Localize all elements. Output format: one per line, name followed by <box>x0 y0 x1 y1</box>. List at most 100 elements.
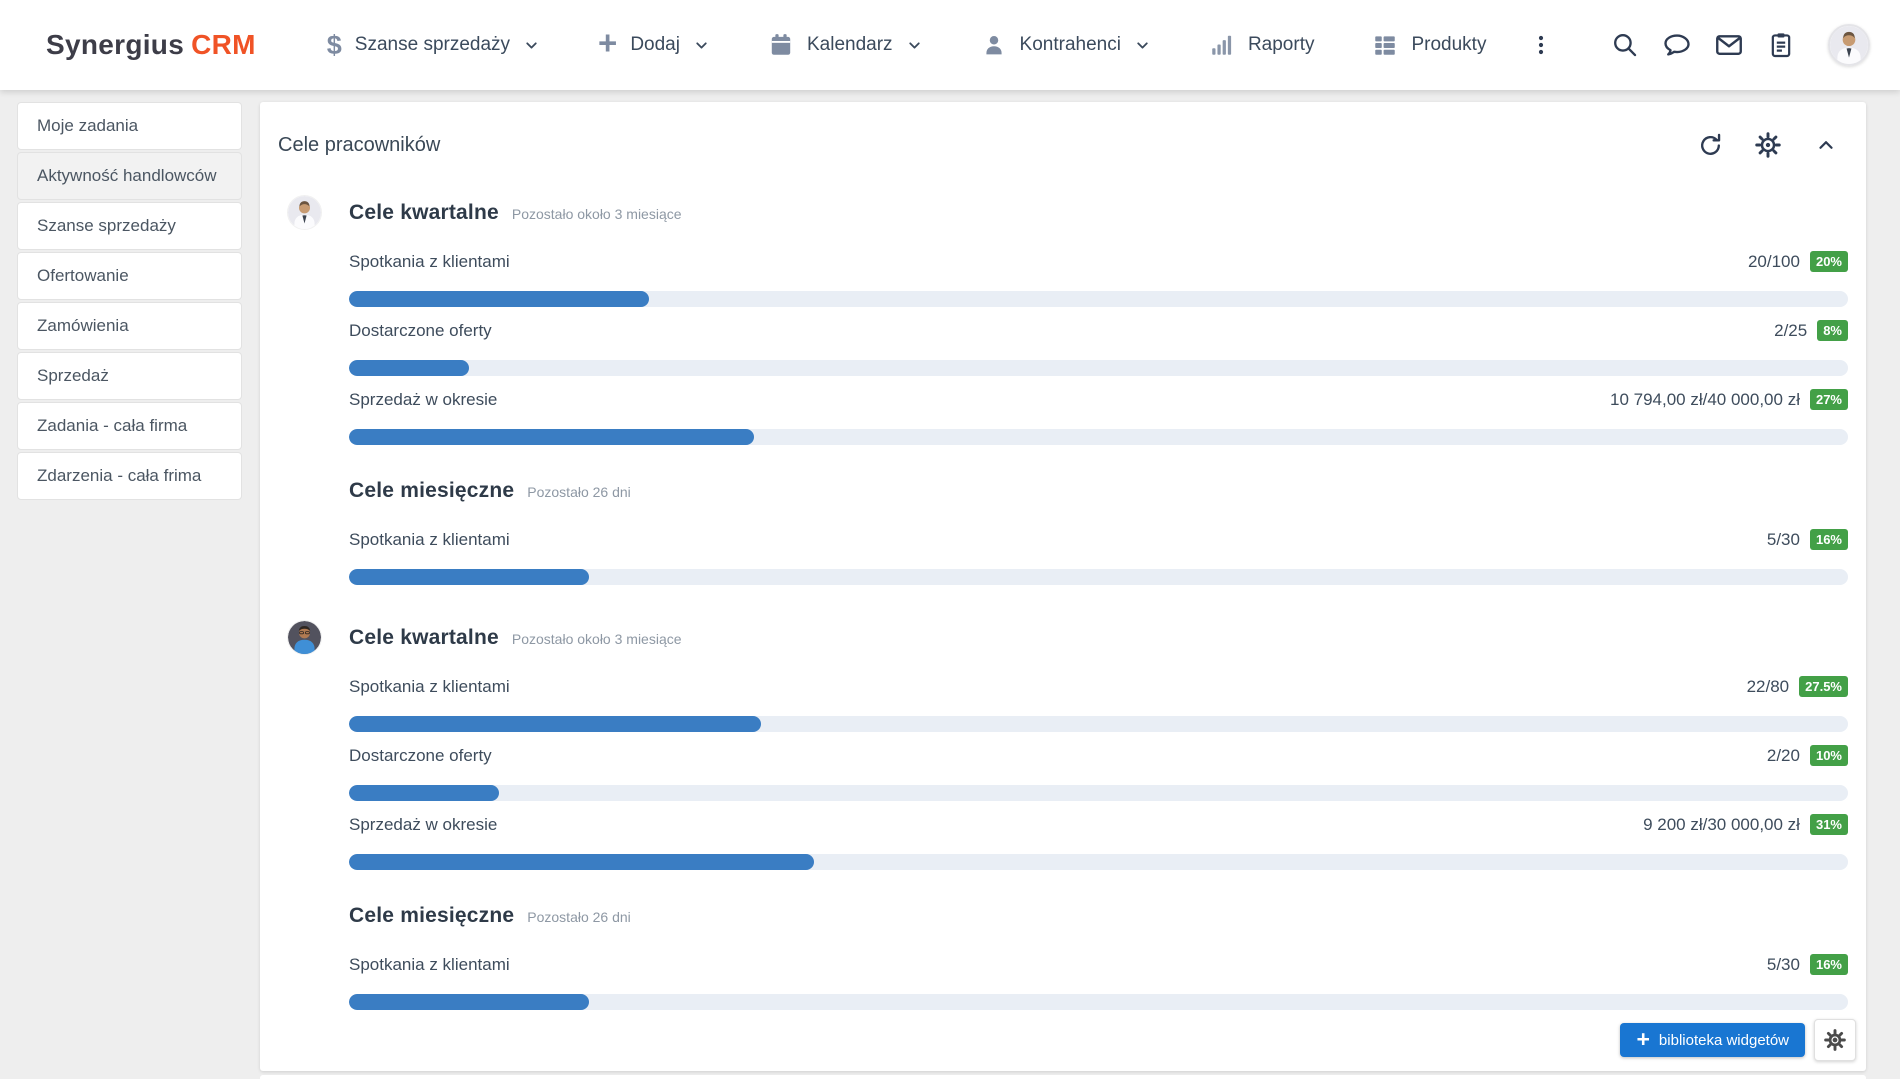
app-logo[interactable]: Synergius CRM <box>46 29 256 61</box>
top-navbar: Synergius CRM $ Szanse sprzedaży + Dodaj … <box>0 0 1900 90</box>
chevron-up-icon <box>1819 141 1833 149</box>
gear-icon <box>1824 1029 1846 1051</box>
calendar-icon <box>768 32 794 58</box>
goal-row: Spotkania z klientami 22/80 27.5% <box>349 676 1848 732</box>
section-title: Cele miesięczne <box>349 479 515 502</box>
next-widget-edge <box>260 1075 1866 1079</box>
goal-label: Spotkania z klientami <box>349 251 510 271</box>
widget-tools <box>1696 131 1840 159</box>
plus-icon: + <box>598 24 618 61</box>
left-sidebar: Moje zadania Aktywność handlowców Szanse… <box>17 102 242 502</box>
sidebar-item-moje-zadania[interactable]: Moje zadania <box>17 102 242 150</box>
progress-bar-track <box>349 291 1848 307</box>
sidebar-item-zamowienia[interactable]: Zamówienia <box>17 302 242 350</box>
refresh-button[interactable] <box>1696 131 1724 159</box>
progress-bar-fill <box>349 360 469 376</box>
chevron-down-icon <box>526 41 537 49</box>
more-menu-button[interactable] <box>1515 0 1567 90</box>
menu-item-raporty[interactable]: Raporty <box>1180 0 1344 90</box>
goal-value: 2/25 <box>1774 320 1808 340</box>
goal-value: 22/80 <box>1746 676 1790 696</box>
sidebar-item-zdarzenia-cala-firma[interactable]: Zdarzenia - cała frima <box>17 452 242 500</box>
widget-header: Cele pracowników <box>260 102 1866 174</box>
dollar-icon: $ <box>326 29 342 60</box>
grid-list-icon <box>1372 32 1398 58</box>
monthly-goals-header: Cele miesięczne Pozostało 26 dni <box>349 479 1848 505</box>
dashboard-settings-button[interactable] <box>1814 1019 1856 1061</box>
goal-label: Spotkania z klientami <box>349 954 510 974</box>
goal-value: 9 200 zł/30 000,00 zł <box>1643 814 1800 834</box>
goal-row: Dostarczone oferty 2/20 10% <box>349 745 1848 801</box>
progress-bar-fill <box>349 785 499 801</box>
employee-avatar <box>288 621 321 654</box>
section-title: Cele kwartalne <box>349 626 499 649</box>
main-menu: $ Szanse sprzedaży + Dodaj Kalendarz Kon… <box>298 0 1568 90</box>
menu-label: Szanse sprzedaży <box>354 34 511 55</box>
progress-bar-fill <box>349 854 814 870</box>
widget-title: Cele pracowników <box>278 133 441 156</box>
goal-percent-badge: 31% <box>1809 814 1848 835</box>
tasks-button[interactable] <box>1766 30 1796 60</box>
employee-avatar <box>288 196 321 229</box>
goal-percent-badge: 16% <box>1809 529 1848 550</box>
plus-icon: + <box>1636 1025 1650 1052</box>
progress-bar-track <box>349 716 1848 732</box>
sidebar-item-zadania-cala-firma[interactable]: Zadania - cała firma <box>17 402 242 450</box>
goal-label: Spotkania z klientami <box>349 529 510 549</box>
search-button[interactable] <box>1610 30 1640 60</box>
menu-label: Kontrahenci <box>1019 34 1121 55</box>
kebab-icon <box>1539 35 1544 55</box>
progress-bar-fill <box>349 291 649 307</box>
sidebar-item-szanse-sprzedazy[interactable]: Szanse sprzedaży <box>17 202 242 250</box>
section-remaining: Pozostało około 3 miesiące <box>511 206 682 222</box>
progress-bar-track <box>349 994 1848 1010</box>
goal-label: Sprzedaż w okresie <box>349 389 498 409</box>
menu-item-kalendarz[interactable]: Kalendarz <box>739 0 952 90</box>
collapse-widget-button[interactable] <box>1812 131 1840 159</box>
menu-label: Raporty <box>1247 34 1315 55</box>
mail-button[interactable] <box>1714 30 1744 60</box>
menu-label: Produkty <box>1411 34 1487 55</box>
section-remaining: Pozostało 26 dni <box>527 909 631 925</box>
mail-icon <box>1716 35 1742 55</box>
progress-bar-fill <box>349 569 589 585</box>
avatar-image-man-blue-shirt <box>288 621 321 654</box>
sidebar-item-ofertowanie[interactable]: Ofertowanie <box>17 252 242 300</box>
goal-percent-badge: 27% <box>1809 389 1848 410</box>
progress-bar-track <box>349 854 1848 870</box>
menu-item-kontrahenci[interactable]: Kontrahenci <box>952 0 1180 90</box>
chevron-down-icon <box>1137 41 1148 49</box>
bar-chart-icon <box>1209 32 1235 58</box>
menu-item-dodaj[interactable]: + Dodaj <box>569 0 739 90</box>
clipboard-icon <box>1771 33 1791 58</box>
goal-value: 10 794,00 zł/40 000,00 zł <box>1609 389 1800 409</box>
sidebar-item-aktywnosc-handlowcow[interactable]: Aktywność handlowców <box>17 152 242 200</box>
chat-icon <box>1664 34 1690 56</box>
widget-settings-button[interactable] <box>1754 131 1782 159</box>
goal-percent-badge: 20% <box>1809 251 1848 272</box>
progress-bar-track <box>349 569 1848 585</box>
menu-item-szanse-sprzedazy[interactable]: $ Szanse sprzedaży <box>298 0 569 90</box>
goal-row: Spotkania z klientami 5/30 16% <box>349 954 1848 1010</box>
chat-button[interactable] <box>1662 30 1692 60</box>
goal-value: 2/20 <box>1766 745 1800 765</box>
search-icon <box>1614 34 1637 57</box>
user-avatar[interactable] <box>1828 24 1870 66</box>
person-icon <box>981 32 1007 58</box>
sidebar-item-sprzedaz[interactable]: Sprzedaż <box>17 352 242 400</box>
refresh-icon <box>1700 133 1720 155</box>
settings-icon <box>1755 132 1781 158</box>
goal-row: Sprzedaż w okresie 9 200 zł/30 000,00 zł… <box>349 814 1848 870</box>
menu-item-produkty[interactable]: Produkty <box>1343 0 1515 90</box>
widget-library-button[interactable]: + biblioteka widgetów <box>1620 1023 1805 1057</box>
chevron-down-icon <box>696 41 707 49</box>
employee-goal-block: Cele kwartalne Pozostało około 3 miesiąc… <box>288 621 1848 1010</box>
widget-body: Cele kwartalne Pozostało około 3 miesiąc… <box>260 196 1866 1010</box>
progress-bar-track <box>349 360 1848 376</box>
goal-percent-badge: 16% <box>1809 954 1848 975</box>
section-title: Cele miesięczne <box>349 904 515 927</box>
section-remaining: Pozostało 26 dni <box>527 484 631 500</box>
goal-row: Sprzedaż w okresie 10 794,00 zł/40 000,0… <box>349 389 1848 445</box>
goal-value: 20/100 <box>1747 251 1800 271</box>
goal-label: Spotkania z klientami <box>349 676 510 696</box>
